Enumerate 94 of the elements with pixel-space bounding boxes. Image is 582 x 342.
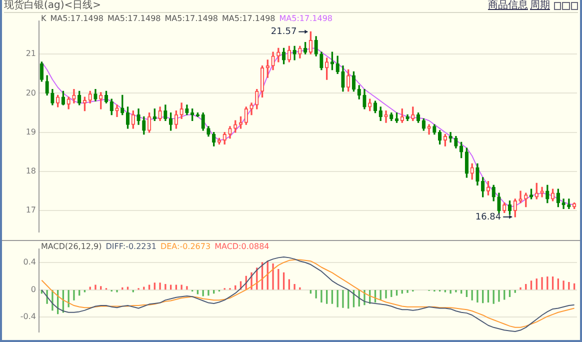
candlestick bbox=[513, 198, 517, 218]
candlestick bbox=[384, 110, 388, 123]
candlestick bbox=[438, 130, 442, 144]
candlestick bbox=[325, 58, 329, 80]
chart-title: 现货白银(ag)<日线> bbox=[4, 0, 102, 12]
annotation: MA5:17.1498 bbox=[108, 14, 161, 23]
candlestick bbox=[250, 102, 254, 116]
candlestick bbox=[234, 120, 238, 133]
candlestick bbox=[362, 88, 366, 110]
candlestick bbox=[320, 52, 324, 70]
candlestick bbox=[540, 186, 544, 198]
candlestick bbox=[556, 188, 560, 208]
candlestick bbox=[464, 148, 469, 178]
candlestick bbox=[427, 124, 431, 135]
candlestick bbox=[131, 110, 135, 129]
candlestick bbox=[206, 126, 210, 137]
candlestick bbox=[228, 126, 232, 139]
candlestick bbox=[40, 62, 44, 82]
candlestick bbox=[378, 106, 382, 121]
y-tick-label: 17 bbox=[26, 206, 36, 215]
candlestick bbox=[508, 200, 512, 215]
series-label: MACD:0.0884 bbox=[214, 242, 270, 251]
candlestick bbox=[546, 184, 550, 204]
text: DEA:-0.2673 bbox=[160, 242, 211, 251]
candlestick bbox=[78, 90, 82, 106]
y-tick-label: 0.4 bbox=[23, 258, 36, 267]
candlestick bbox=[448, 132, 452, 142]
candlestick bbox=[82, 96, 87, 112]
candlestick bbox=[534, 182, 538, 200]
candlestick bbox=[292, 46, 296, 60]
y-tick-label: -0.4 bbox=[20, 312, 36, 322]
candlestick bbox=[476, 163, 480, 186]
candlestick bbox=[518, 190, 522, 204]
candlestick bbox=[298, 46, 302, 58]
candlestick bbox=[406, 114, 410, 121]
candlestick bbox=[238, 116, 243, 129]
candlestick bbox=[260, 65, 264, 98]
text: 周期 bbox=[530, 0, 550, 12]
text: DIFF:-0.2231 bbox=[106, 242, 156, 251]
candlestick bbox=[454, 136, 458, 148]
candlestick bbox=[174, 110, 178, 129]
candlestick bbox=[524, 192, 528, 208]
y-tick-label: 18 bbox=[26, 166, 36, 176]
candlestick bbox=[72, 88, 76, 104]
candlestick bbox=[271, 52, 275, 70]
candlestick bbox=[50, 88, 54, 106]
candlestick bbox=[373, 100, 378, 114]
candlestick bbox=[567, 198, 571, 210]
candlestick bbox=[158, 106, 162, 121]
y-tick-label: 19 bbox=[26, 127, 36, 136]
annotation: 16.84 bbox=[475, 212, 502, 222]
candlestick bbox=[550, 188, 555, 202]
y-tick-label: 0 bbox=[30, 284, 36, 294]
candlestick bbox=[94, 88, 98, 102]
candlestick bbox=[255, 88, 259, 110]
candlestick bbox=[222, 132, 226, 144]
candlestick bbox=[45, 75, 49, 96]
y-tick-label: 21 bbox=[26, 49, 36, 58]
candlestick bbox=[481, 177, 485, 198]
annotation: MA5:17.1498 bbox=[50, 14, 104, 23]
candlestick bbox=[212, 132, 216, 146]
candlestick bbox=[368, 98, 372, 112]
candlestick bbox=[287, 46, 291, 62]
candlestick bbox=[244, 106, 248, 125]
candlestick bbox=[168, 112, 173, 131]
candlestick bbox=[336, 56, 340, 74]
candlestick bbox=[562, 198, 566, 210]
candlestick bbox=[56, 94, 60, 108]
candlestick bbox=[126, 106, 130, 129]
candlestick bbox=[314, 36, 318, 56]
candlestick bbox=[432, 124, 436, 135]
text: MA5:17.1498 bbox=[279, 14, 332, 23]
candlestick bbox=[422, 118, 426, 131]
candlestick bbox=[88, 90, 92, 104]
candlestick bbox=[497, 192, 501, 213]
candlestick bbox=[282, 48, 286, 64]
annotation: MA5:17.1498 bbox=[222, 14, 276, 23]
annotation: 21.57 bbox=[270, 27, 297, 38]
candlestick bbox=[492, 184, 496, 202]
candlestick bbox=[341, 65, 345, 92]
annotation: MA5:17.1498 bbox=[164, 14, 218, 23]
candlestick bbox=[470, 163, 474, 180]
candlestick bbox=[164, 104, 168, 121]
candlestick bbox=[357, 85, 361, 100]
candlestick bbox=[502, 202, 506, 213]
candlestick bbox=[308, 31, 313, 54]
candlestick bbox=[180, 102, 184, 119]
y-tick-label: 20 bbox=[26, 88, 36, 98]
chart-title: MACD(26,12,9) bbox=[41, 242, 102, 251]
annotation: K bbox=[41, 14, 46, 23]
candlestick bbox=[529, 188, 534, 200]
candlestick bbox=[185, 104, 189, 116]
candlestick bbox=[416, 112, 420, 123]
candlestick bbox=[201, 112, 205, 131]
